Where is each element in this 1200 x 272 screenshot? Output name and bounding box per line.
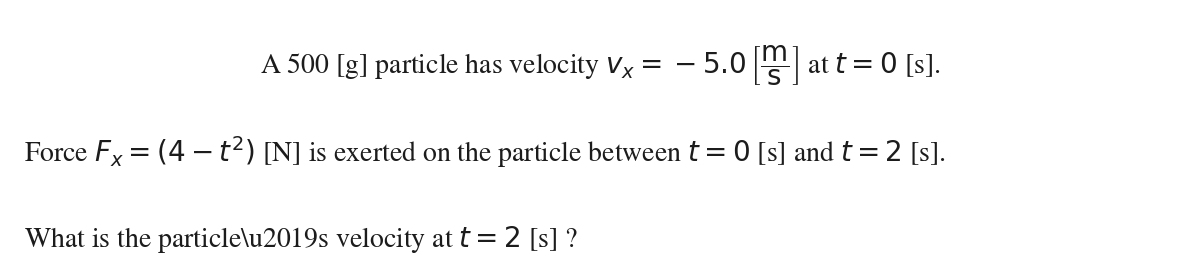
Text: What is the particle\u2019s velocity at $t = 2$ [s] ?: What is the particle\u2019s velocity at … xyxy=(24,224,578,255)
Text: Force $F_x = (4 - t^2)$ [N] is exerted on the particle between $t = 0$ [s] and $: Force $F_x = (4 - t^2)$ [N] is exerted o… xyxy=(24,134,946,170)
Text: A 500 [g] particle has velocity $v_x = -5.0\,\left[\dfrac{\mathrm{m}}{\mathrm{s}: A 500 [g] particle has velocity $v_x = -… xyxy=(259,43,941,88)
